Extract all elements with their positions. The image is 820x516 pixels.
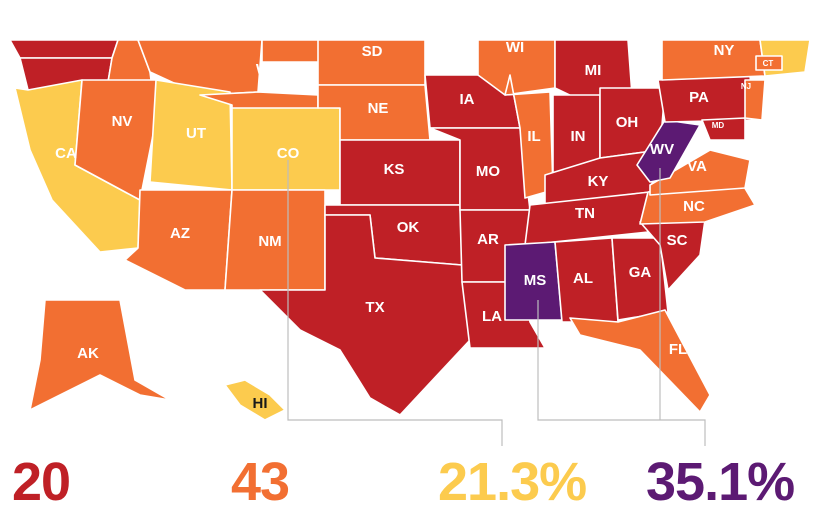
state-label-ar: AR	[477, 231, 499, 248]
state-label-ms: MS	[524, 272, 547, 289]
state-label-oh: OH	[616, 114, 639, 131]
state-shape-nv	[74, 79, 166, 201]
state-shape-ct	[755, 55, 783, 71]
state-shape-nj	[744, 79, 766, 121]
state-shape-ga	[611, 237, 669, 321]
state-label-nm: NM	[258, 233, 281, 250]
state-label-in: IN	[571, 128, 586, 145]
state-label-sc: SC	[667, 232, 688, 249]
state-label-pa: PA	[689, 89, 709, 106]
state-label-az: AZ	[170, 225, 190, 242]
state-label-ks: KS	[384, 161, 405, 178]
state-label-ca: CA	[55, 145, 77, 162]
state-shape-wv	[636, 119, 701, 183]
state-label-fl: FL	[669, 341, 687, 358]
state-label-ne: NE	[368, 100, 389, 117]
state-label-wi: WI	[506, 39, 524, 56]
state-label-ak: AK	[77, 345, 99, 362]
state-shape-hi	[224, 379, 286, 421]
state-label-nc: NC	[683, 198, 705, 215]
state-label-wv: WV	[650, 141, 674, 158]
state-shape-wi	[477, 39, 556, 96]
stat-value-3: 21.3%	[438, 452, 587, 512]
state-label-mi: MI	[585, 62, 602, 79]
state-label-ia: IA	[460, 91, 475, 108]
state-shape-md	[701, 117, 746, 141]
state-label-ky: KY	[588, 173, 609, 190]
state-label-mo: MO	[476, 163, 500, 180]
state-label-ga: GA	[629, 264, 652, 281]
state-label-ct: CT	[763, 59, 774, 68]
states-layer	[9, 39, 811, 421]
state-label-md: MD	[712, 121, 725, 130]
state-label-ok: OK	[397, 219, 420, 236]
state-label-sd: SD	[362, 43, 383, 60]
leader-line-co	[287, 160, 503, 446]
state-label-tx: TX	[365, 299, 384, 316]
state-label-tn: TN	[575, 205, 595, 222]
state-label-la: LA	[482, 308, 502, 325]
state-label-il: IL	[527, 128, 540, 145]
state-label-ny: NY	[714, 42, 735, 59]
state-label-co: CO	[277, 145, 300, 162]
state-shape-fl	[569, 309, 711, 413]
leader-lines	[287, 160, 706, 446]
state-label-nj: NJ	[741, 82, 751, 91]
state-shape-wa	[9, 39, 119, 59]
state-labels: CA NV UT CO AZ NM WY SD NE KS OK TX IA MO AR LA WI IL MI IN…	[55, 39, 773, 412]
state-label-al: AL	[573, 270, 593, 287]
state-label-va: VA	[687, 158, 707, 175]
state-label-ut: UT	[186, 125, 206, 142]
state-shape-il	[504, 74, 554, 199]
state-shape-ak	[29, 299, 171, 411]
stat-value-1: 20	[12, 452, 71, 512]
state-label-hi: HI	[253, 395, 268, 412]
state-label-wy: WY	[256, 61, 280, 78]
state-shape-va	[649, 149, 751, 196]
leader-line-ms	[537, 300, 706, 446]
stat-value-2: 43	[231, 452, 290, 512]
stat-value-4: 35.1%	[646, 452, 795, 512]
state-label-nv: NV	[112, 113, 133, 130]
